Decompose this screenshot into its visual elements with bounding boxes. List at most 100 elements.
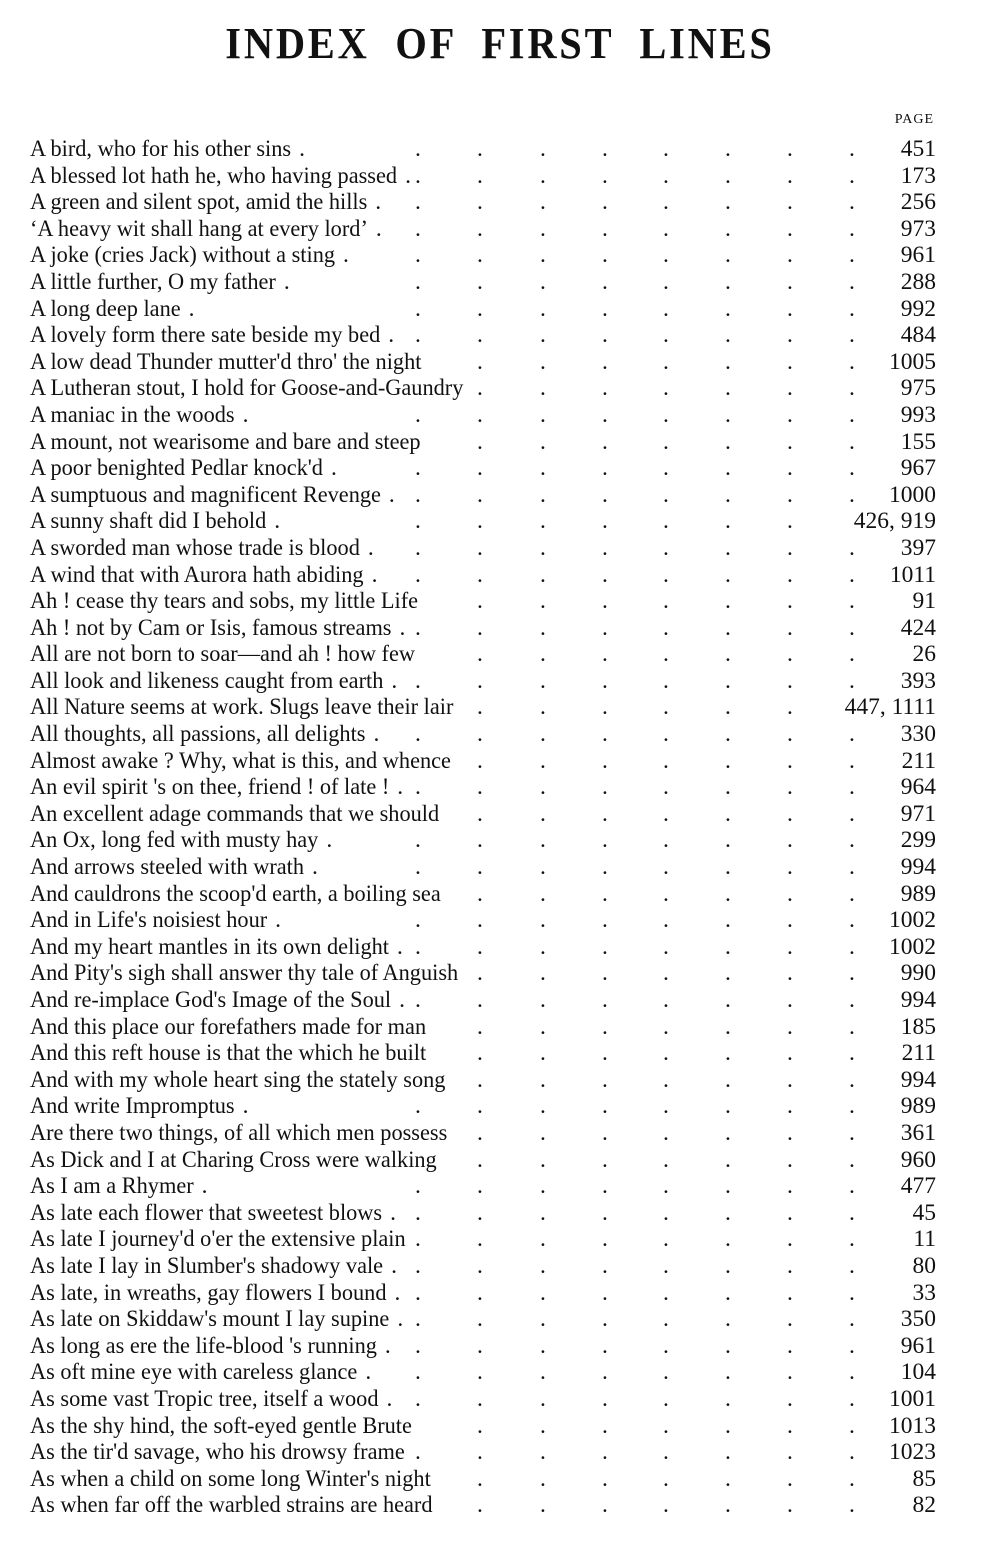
dot-leader: . [540, 1199, 546, 1226]
dot-leader: . [477, 854, 483, 881]
index-entry: As I am a Rhymer 477......... [30, 1173, 936, 1200]
dot-leader: . [477, 1412, 483, 1439]
page-number: 989 [900, 880, 936, 907]
dot-leader: . [540, 375, 546, 402]
page-number: 256 [900, 189, 936, 216]
dot-leader: . [375, 215, 382, 242]
dot-leader: . [849, 987, 855, 1013]
dot-leader: . [725, 242, 731, 269]
dot-leader: . [849, 136, 855, 162]
dot-leader: . [787, 827, 793, 854]
dot-leader: . [540, 800, 546, 827]
dot-leader: . [540, 614, 546, 641]
index-entry: A bird, who for his other sins 451.......… [30, 136, 936, 163]
index-entry: And with my whole heart sing the stately… [30, 1067, 936, 1094]
page-number: 185 [900, 1013, 936, 1040]
first-line: A Lutheran stout, I hold for Goose-and-G… [30, 375, 464, 402]
dot-leader: . [274, 508, 281, 535]
dot-leader: . [725, 136, 731, 162]
dot-leader: . [787, 534, 793, 561]
first-line: A low dead Thunder mutter'd thro' the ni… [30, 348, 422, 375]
dot-leader: . [663, 375, 669, 402]
dot-leader: . [602, 588, 608, 615]
page-number: 477 [900, 1173, 936, 1200]
dot-leader: . [415, 215, 421, 242]
first-line: Are there two things, of all which men p… [30, 1119, 448, 1146]
dot-leader: . [540, 348, 546, 375]
index-entry: An excellent adage commands that we shou… [30, 801, 936, 828]
page-number: 994 [900, 854, 936, 881]
dot-leader: . [540, 162, 546, 189]
dot-leader: . [477, 933, 483, 960]
dot-leader: . [602, 455, 608, 482]
dot-leader: . [242, 1093, 249, 1120]
dot-leader: . [663, 987, 669, 1013]
page-number: 288 [900, 268, 936, 295]
dot-leader: . [787, 694, 793, 721]
dot-leader: . [725, 880, 731, 907]
dot-leader: . [477, 827, 483, 854]
page-number: 173 [900, 162, 936, 189]
dot-leader: . [415, 774, 421, 801]
dot-leader: . [602, 641, 608, 668]
dot-leader: . [602, 1465, 608, 1492]
dot-leader: . [373, 721, 380, 748]
dot-leader: . [849, 1146, 855, 1173]
page-number: 447, 1111 [844, 694, 936, 721]
dot-leader: . [386, 1385, 393, 1412]
dot-leader: . [540, 1146, 546, 1173]
index-entry: A poor benighted Pedlar knock'd 967......… [30, 455, 936, 482]
index-entry: An evil spirit 's on thee, friend ! of l… [30, 774, 936, 801]
page-number: 1002 [889, 933, 936, 960]
dot-leader: . [787, 295, 793, 322]
dot-leader: . [663, 721, 669, 748]
dot-leader: . [849, 641, 855, 668]
first-line: An excellent adage commands that we shou… [30, 800, 440, 827]
dot-leader: . [849, 561, 855, 588]
index-entry: Are there two things, of all which men p… [30, 1120, 936, 1147]
dot-leader: . [477, 1119, 483, 1146]
page-number: 961 [900, 1332, 936, 1359]
page-number: 975 [900, 375, 936, 402]
dot-leader: . [602, 1119, 608, 1146]
first-line: As late each flower that sweetest blows [30, 1199, 383, 1226]
dot-leader: . [540, 854, 546, 881]
dot-leader: . [477, 1093, 483, 1120]
dot-leader: . [725, 295, 731, 322]
dot-leader: . [725, 1492, 731, 1519]
dot-leader: . [725, 1465, 731, 1492]
dot-leader: . [477, 481, 483, 508]
dot-leader: . [663, 1146, 669, 1173]
dot-leader: . [602, 322, 608, 349]
first-line: A little further, O my father [30, 268, 276, 295]
dot-leader: . [663, 348, 669, 375]
dot-leader: . [602, 428, 608, 455]
dot-leader: . [725, 534, 731, 561]
index-entry: As the tir'd savage, who his drowsy fram… [30, 1439, 936, 1466]
dot-leader: . [849, 1173, 855, 1200]
dot-leader: . [849, 1226, 855, 1253]
dot-leader: . [849, 960, 855, 987]
dot-leader: . [663, 1040, 669, 1067]
dot-leader: . [787, 1173, 793, 1200]
first-line: And this place our forefathers made for … [30, 1013, 427, 1040]
dot-leader: . [787, 907, 793, 934]
dot-leader: . [849, 1013, 855, 1040]
dot-leader: . [602, 1306, 608, 1333]
index-entry: And re-implace God's Image of the Soul 99… [30, 987, 936, 1014]
dot-leader: . [849, 534, 855, 561]
dot-leader: . [540, 1332, 546, 1359]
dot-leader: . [725, 508, 731, 535]
first-line: An evil spirit 's on thee, friend ! of l… [30, 774, 390, 801]
dot-leader: . [477, 1226, 483, 1253]
dot-leader: . [849, 1066, 855, 1093]
dot-leader: . [725, 268, 731, 295]
dot-leader: . [663, 1093, 669, 1120]
dot-leader: . [415, 295, 421, 322]
dot-leader: . [663, 827, 669, 854]
dot-leader: . [415, 907, 421, 934]
dot-leader: . [849, 1359, 855, 1386]
dot-leader: . [663, 508, 669, 535]
dot-leader: . [540, 907, 546, 934]
page-number: 1002 [889, 907, 936, 934]
